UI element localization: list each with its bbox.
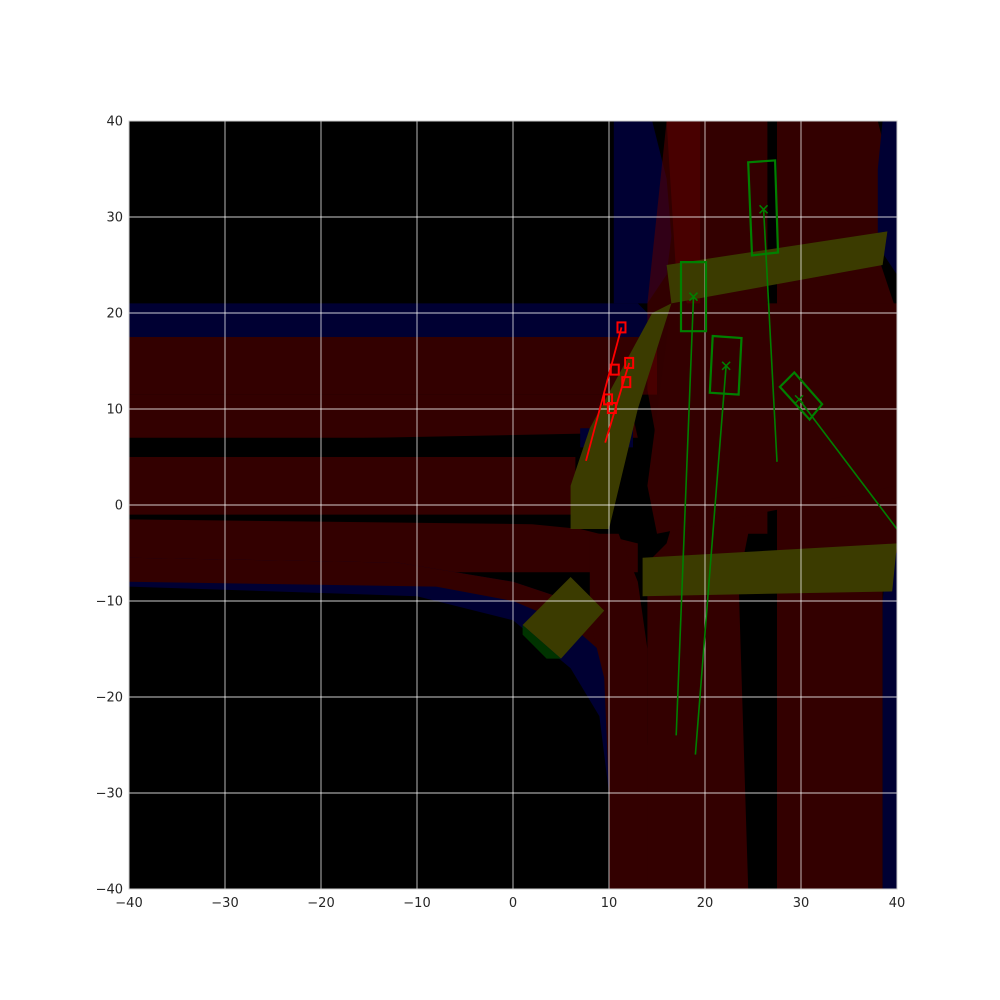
y-tick-label: 20 <box>106 307 123 322</box>
map-lane-2 <box>129 337 657 395</box>
map-crosswalk-20 <box>570 303 672 529</box>
map-sidewalk-0 <box>129 303 657 337</box>
map-crosswalk-dark-23 <box>522 625 561 659</box>
y-tick-label: 40 <box>106 115 123 130</box>
y-axis-ticks: −40 −30 −20 −10 0 10 20 30 40 <box>96 115 123 898</box>
agent-2 <box>694 334 743 755</box>
agent-bounding-box <box>708 334 743 396</box>
agent-center-marker <box>688 292 699 302</box>
ego-trajectory-marker <box>624 356 635 369</box>
agent-trajectory <box>675 296 695 736</box>
map-sidewalk-16 <box>882 553 897 889</box>
y-tick-label: −20 <box>96 691 123 706</box>
x-axis-ticks: −40 −30 −20 −10 0 10 20 30 40 <box>115 896 905 911</box>
agent-1 <box>675 261 708 736</box>
x-tick-label: 30 <box>793 896 810 911</box>
ego-trajectory-marker <box>606 402 617 415</box>
agent-center-marker <box>794 394 804 404</box>
y-tick-label: −10 <box>96 595 123 610</box>
x-tick-label: −40 <box>115 896 142 911</box>
x-tick-label: 0 <box>509 896 517 911</box>
map-background-17 <box>129 433 614 457</box>
map-background-13 <box>738 533 773 889</box>
map-crosswalk-19 <box>666 231 888 304</box>
x-tick-label: −20 <box>307 896 334 911</box>
y-tick-label: 30 <box>106 211 123 226</box>
agent-center-marker <box>721 361 731 371</box>
plot-frame <box>128 120 898 890</box>
map-lane-3 <box>129 394 638 438</box>
x-tick-label: 40 <box>889 896 906 911</box>
agent-trajectory <box>798 398 897 530</box>
ego-trajectory-marker <box>621 376 632 389</box>
agent-bounding-box <box>778 370 824 422</box>
y-tick-label: 10 <box>106 403 123 418</box>
ego-trajectory-marker <box>609 363 620 376</box>
ego-trajectory-layer <box>585 321 635 462</box>
x-tick-label: −10 <box>403 896 430 911</box>
ego-trajectory-1 <box>604 356 635 443</box>
x-tick-label: −30 <box>211 896 238 911</box>
agent-center-marker <box>759 204 769 214</box>
y-tick-label: −40 <box>96 883 123 898</box>
agent-4 <box>778 370 897 530</box>
map-lane-8 <box>589 533 648 889</box>
map-crosswalk-22 <box>522 577 605 659</box>
agent-3 <box>747 159 780 462</box>
x-tick-label: 10 <box>601 896 618 911</box>
map-lane-12 <box>647 303 897 534</box>
x-tick-label: 20 <box>697 896 714 911</box>
map-crosswalk-21 <box>642 543 897 597</box>
agent-bounding-box <box>747 159 780 257</box>
y-tick-label: 0 <box>115 499 123 514</box>
y-tick-label: −30 <box>96 787 123 802</box>
agent-trajectory <box>762 209 778 462</box>
map-lane-4 <box>129 457 576 515</box>
ego-trajectory-marker <box>616 321 627 334</box>
agents-layer <box>675 159 897 755</box>
agent-bounding-box <box>679 261 708 333</box>
agent-trajectory <box>694 365 727 755</box>
map-lane-5 <box>129 519 638 573</box>
